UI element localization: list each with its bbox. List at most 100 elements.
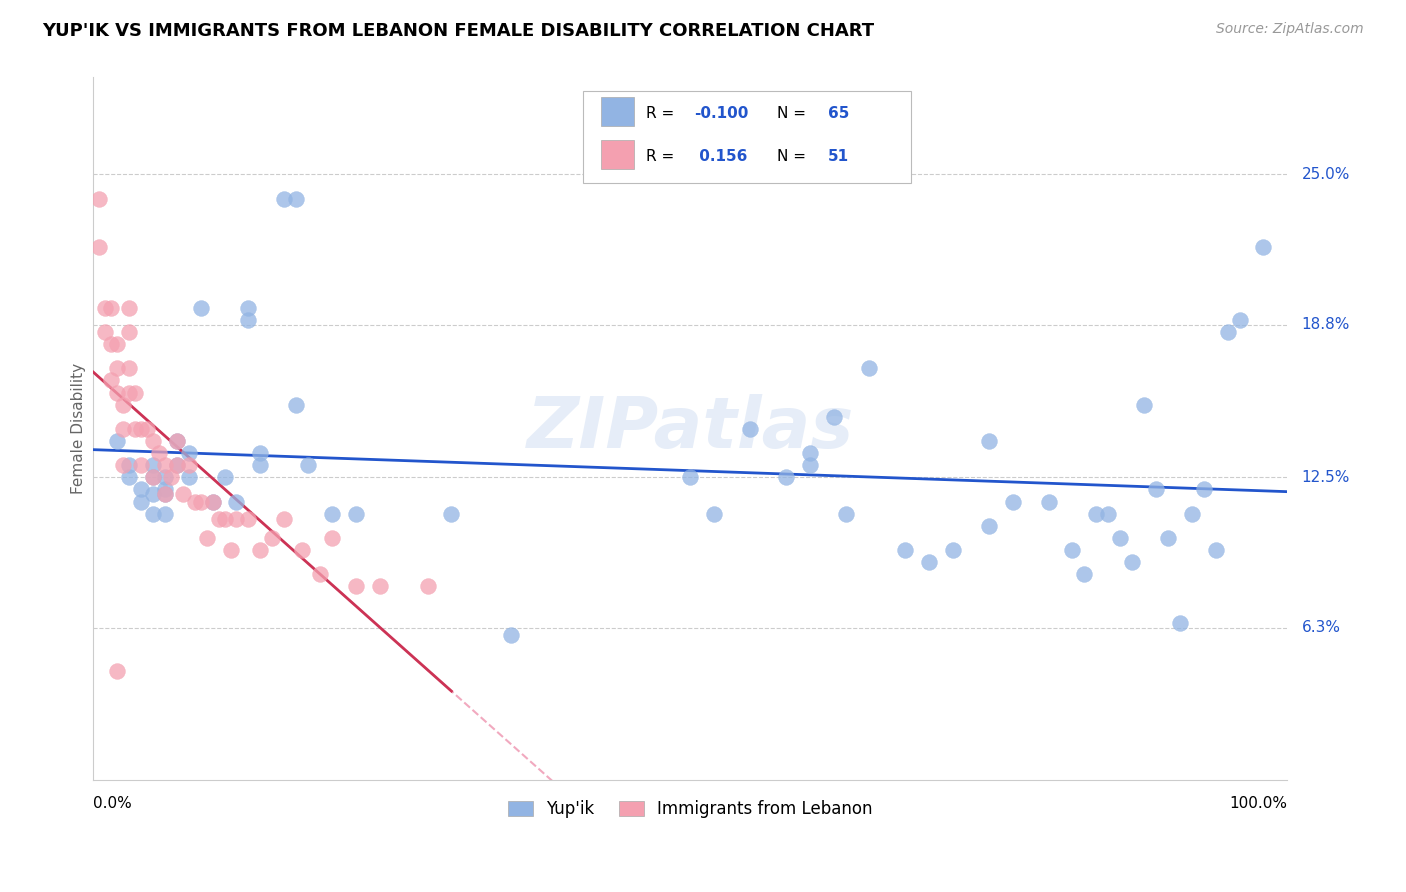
Point — [105, 385, 128, 400]
Point — [94, 301, 117, 315]
Point — [285, 398, 308, 412]
Point — [262, 531, 284, 545]
Point — [129, 483, 152, 497]
Point — [166, 458, 188, 473]
Text: R =: R = — [647, 149, 675, 164]
Point — [100, 373, 122, 387]
Point — [1181, 507, 1204, 521]
Point — [1062, 543, 1084, 558]
Point — [238, 301, 260, 315]
Text: N =: N = — [778, 106, 807, 121]
Point — [1229, 313, 1251, 327]
Point — [834, 507, 856, 521]
Point — [977, 518, 1000, 533]
Text: 12.5%: 12.5% — [1302, 470, 1350, 485]
Point — [129, 494, 152, 508]
Point — [238, 511, 260, 525]
Point — [894, 543, 917, 558]
Text: YUP'IK VS IMMIGRANTS FROM LEBANON FEMALE DISABILITY CORRELATION CHART: YUP'IK VS IMMIGRANTS FROM LEBANON FEMALE… — [42, 22, 875, 40]
Point — [1038, 494, 1060, 508]
Text: 100.0%: 100.0% — [1229, 796, 1288, 811]
Point — [124, 422, 146, 436]
Point — [679, 470, 702, 484]
Point — [1109, 531, 1132, 545]
Point — [195, 531, 218, 545]
Point — [225, 511, 247, 525]
Point — [190, 301, 212, 315]
Point — [129, 422, 152, 436]
Text: ZIPatlas: ZIPatlas — [527, 394, 853, 463]
Point — [89, 192, 111, 206]
Point — [112, 422, 135, 436]
Text: N =: N = — [778, 149, 807, 164]
Point — [118, 385, 141, 400]
Point — [153, 470, 176, 484]
Point — [142, 470, 165, 484]
Point — [183, 494, 205, 508]
Y-axis label: Female Disability: Female Disability — [72, 363, 86, 494]
Point — [1085, 507, 1108, 521]
Text: 6.3%: 6.3% — [1302, 620, 1341, 635]
Point — [214, 470, 236, 484]
Point — [1144, 483, 1167, 497]
Point — [285, 192, 308, 206]
Point — [153, 487, 176, 501]
Point — [166, 434, 188, 448]
Point — [159, 470, 181, 484]
Point — [1073, 567, 1095, 582]
Point — [942, 543, 965, 558]
Point — [321, 507, 343, 521]
Text: 65: 65 — [828, 106, 849, 121]
Text: 25.0%: 25.0% — [1302, 167, 1350, 182]
Text: 0.0%: 0.0% — [93, 796, 132, 811]
Point — [105, 337, 128, 351]
Point — [249, 446, 271, 460]
Point — [118, 301, 141, 315]
Point — [201, 494, 224, 508]
Legend: Yup'ik, Immigrants from Lebanon: Yup'ik, Immigrants from Lebanon — [501, 793, 880, 825]
Point — [977, 434, 1000, 448]
Point — [118, 470, 141, 484]
Point — [823, 409, 845, 424]
Point — [201, 494, 224, 508]
Point — [166, 458, 188, 473]
Point — [105, 434, 128, 448]
Point — [918, 555, 941, 569]
Point — [321, 531, 343, 545]
Text: 18.8%: 18.8% — [1302, 318, 1350, 332]
Point — [1216, 325, 1239, 339]
Point — [153, 483, 176, 497]
Point — [858, 361, 880, 376]
Text: Source: ZipAtlas.com: Source: ZipAtlas.com — [1216, 22, 1364, 37]
Point — [273, 511, 295, 525]
Point — [190, 494, 212, 508]
Point — [105, 665, 128, 679]
Point — [214, 511, 236, 525]
Point — [1001, 494, 1024, 508]
Point — [225, 494, 247, 508]
Point — [291, 543, 314, 558]
Point — [177, 470, 200, 484]
Point — [1205, 543, 1227, 558]
Point — [273, 192, 295, 206]
Point — [297, 458, 319, 473]
Point — [1097, 507, 1119, 521]
Point — [94, 325, 117, 339]
Point — [142, 434, 165, 448]
Point — [1168, 615, 1191, 630]
Point — [112, 458, 135, 473]
Point — [142, 458, 165, 473]
Point — [166, 434, 188, 448]
Point — [416, 579, 439, 593]
Point — [775, 470, 797, 484]
Point — [501, 628, 523, 642]
Point — [344, 507, 367, 521]
Text: R =: R = — [647, 106, 675, 121]
Point — [124, 385, 146, 400]
Point — [118, 325, 141, 339]
Point — [112, 398, 135, 412]
Point — [1253, 240, 1275, 254]
Point — [100, 301, 122, 315]
Point — [309, 567, 332, 582]
Point — [177, 458, 200, 473]
